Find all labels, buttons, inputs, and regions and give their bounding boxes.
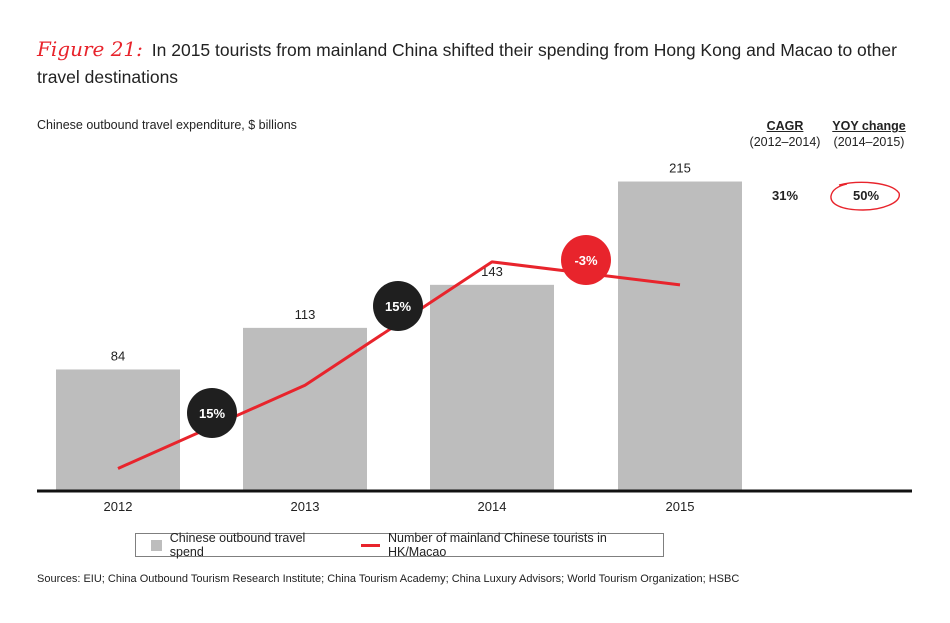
x-tick-label-2015: 2015 — [666, 499, 695, 514]
x-tick-label-2012: 2012 — [104, 499, 133, 514]
bar-2013 — [243, 327, 367, 490]
growth-bubble-label-1: 15% — [199, 406, 225, 421]
growth-bubble-3 — [561, 235, 611, 285]
cagr-value: 31% — [771, 188, 799, 203]
bar-value-label-2015: 215 — [669, 161, 691, 176]
legend-bar-label: Chinese outbound travel spend — [169, 531, 306, 559]
chart-subtitle: Chinese outbound travel expenditure, $ b… — [37, 118, 297, 132]
growth-bubble-label-2: 15% — [385, 299, 411, 314]
figure-label: Figure 21: — [37, 37, 143, 61]
yoy-value: 50% — [852, 188, 880, 203]
cagr-heading: CAGR — [766, 119, 804, 133]
growth-bubble-1 — [187, 388, 237, 438]
title-text: In 2015 tourists from mainland China shi… — [37, 40, 897, 87]
bar-2012 — [56, 369, 180, 490]
growth-bubble-2 — [373, 281, 423, 331]
yoy-period: (2014–2015) — [833, 135, 905, 149]
bar-value-label-2013: 113 — [295, 307, 316, 322]
x-tick-label-2013: 2013 — [291, 499, 320, 514]
bar-value-label-2014: 143 — [481, 264, 503, 279]
bar-value-label-2012: 84 — [111, 348, 125, 363]
yoy-heading: YOY change — [832, 119, 906, 133]
chart-legend: Chinese outbound travel spend Number of … — [135, 531, 664, 559]
yoy-column-header: YOY change (2014–2015) — [828, 118, 910, 150]
yoy-highlight-circle — [830, 181, 900, 211]
bar-2015 — [618, 181, 742, 491]
legend-line-label: Number of mainland Chinese tourists in H… — [387, 531, 607, 559]
sources-note: Sources: EIU; China Outbound Tourism Res… — [37, 573, 740, 585]
cagr-column-header: CAGR (2012–2014) — [743, 118, 827, 150]
x-tick-label-2014: 2014 — [478, 499, 507, 514]
growth-bubble-label-3: -3% — [574, 253, 598, 268]
chart-title: Figure 21: In 2015 tourists from mainlan… — [37, 36, 917, 91]
cagr-period: (2012–2014) — [749, 135, 821, 149]
bar-2014 — [430, 284, 554, 490]
legend-line-swatch — [361, 543, 380, 547]
legend-bar-swatch — [151, 539, 162, 551]
